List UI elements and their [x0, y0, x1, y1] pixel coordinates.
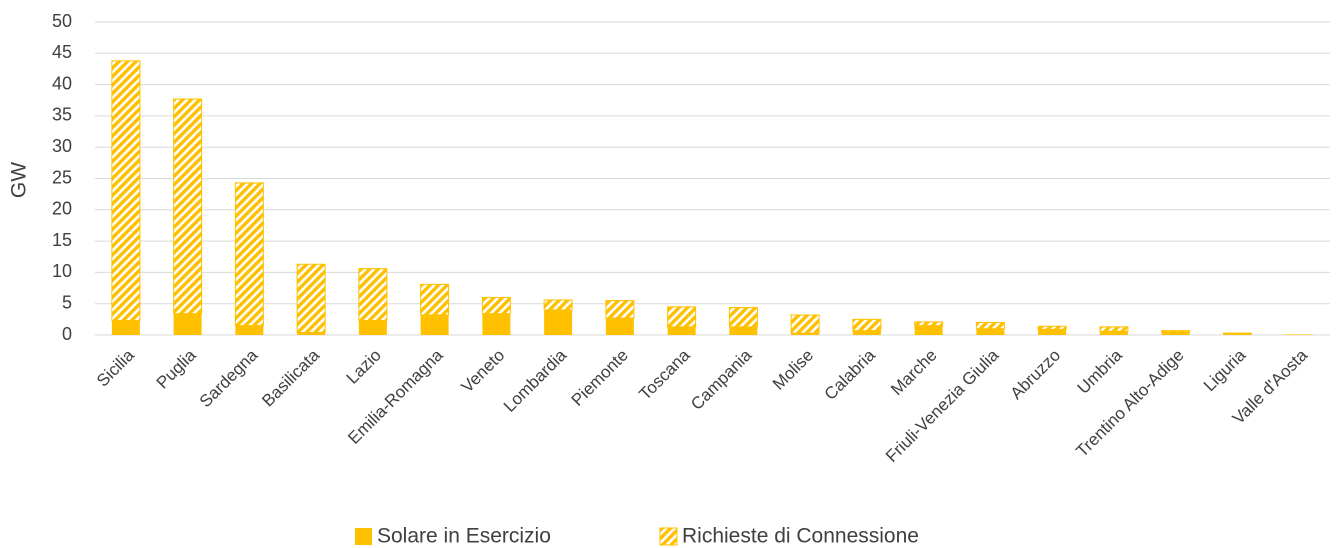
x-tick-label: Sardegna: [196, 345, 262, 411]
bar-segment: [791, 333, 820, 335]
bar-segment: [358, 268, 388, 322]
x-tick-label: Calabria: [821, 345, 880, 404]
bar-segment: [1161, 330, 1191, 333]
bar-segment: [976, 328, 1005, 335]
bar-segment: [605, 300, 635, 319]
bar-segment: [543, 299, 573, 311]
bar-segment: [111, 60, 141, 322]
bar-segment: [1099, 326, 1129, 332]
x-tick-label: Piemonte: [568, 346, 632, 410]
bar-segment: [1161, 331, 1190, 335]
legend-swatch: [659, 527, 678, 546]
x-tick-label: Friuli-Venezia Giulia: [882, 345, 1003, 466]
bar-segment: [358, 320, 387, 335]
bar-segment: [420, 283, 450, 316]
bar-segment: [667, 306, 697, 328]
x-tick-label: Veneto: [457, 346, 508, 397]
y-tick-label: 40: [52, 73, 72, 93]
y-tick-label: 15: [52, 230, 72, 250]
y-tick-label: 20: [52, 199, 72, 219]
y-tick-label: 45: [52, 42, 72, 62]
bar-segment: [914, 325, 943, 335]
bar-segment: [729, 326, 758, 335]
x-tick-label: Abruzzo: [1007, 346, 1065, 404]
x-tick-label: Molise: [769, 346, 817, 394]
bar-segment: [1099, 331, 1128, 335]
y-axis-title: GW: [8, 162, 31, 198]
bar-segment: [728, 306, 758, 328]
bar-segment: [914, 321, 944, 327]
bar-segment: [482, 313, 511, 335]
bar-segment: [790, 314, 820, 334]
bar-segment: [173, 313, 202, 335]
x-tick-label: Sicilia: [93, 345, 138, 390]
x-tick-label: Campania: [687, 345, 756, 414]
x-tick-label: Puglia: [153, 345, 200, 392]
legend-swatch: [355, 528, 372, 545]
bar-segment: [1222, 332, 1252, 335]
y-tick-label: 5: [62, 292, 72, 312]
bar-segment: [852, 330, 881, 335]
bar-segment: [481, 296, 511, 315]
legend-label: Solare in Esercizio: [377, 525, 551, 548]
bar-segment: [1038, 329, 1067, 335]
bar-segment: [852, 318, 882, 332]
bar-segment: [544, 309, 573, 335]
bar-segment: [975, 321, 1005, 330]
bar-segment: [1223, 333, 1252, 335]
x-tick-label: Basilicata: [258, 345, 323, 410]
x-tick-label: Marche: [887, 346, 941, 400]
legend-label: Richieste di Connessione: [682, 525, 919, 548]
bar-segment: [297, 332, 326, 335]
bar-segment: [173, 98, 203, 315]
x-tick-label: Lombardia: [500, 345, 571, 416]
y-tick-label: 35: [52, 105, 72, 125]
x-tick-label: Lazio: [343, 346, 385, 388]
bar-segment: [235, 325, 264, 335]
bar-segment: [667, 326, 696, 335]
y-tick-label: 50: [52, 11, 72, 31]
x-tick-label: Toscana: [635, 345, 694, 404]
bar-segment: [1037, 325, 1067, 330]
y-tick-label: 10: [52, 261, 72, 281]
bar-segment: [111, 320, 140, 335]
y-tick-label: 0: [62, 324, 72, 344]
x-tick-label: Umbria: [1074, 345, 1127, 398]
x-tick-label: Trentino Alto-Adige: [1072, 346, 1187, 461]
x-tick-label: Liguria: [1200, 345, 1250, 395]
bar-segment: [420, 314, 449, 335]
bar-segment: [605, 318, 634, 335]
y-tick-label: 25: [52, 167, 72, 187]
bar-segment: [1285, 334, 1314, 335]
bar-segment: [296, 263, 326, 333]
y-tick-label: 30: [52, 136, 72, 156]
bar-segment: [234, 182, 264, 327]
